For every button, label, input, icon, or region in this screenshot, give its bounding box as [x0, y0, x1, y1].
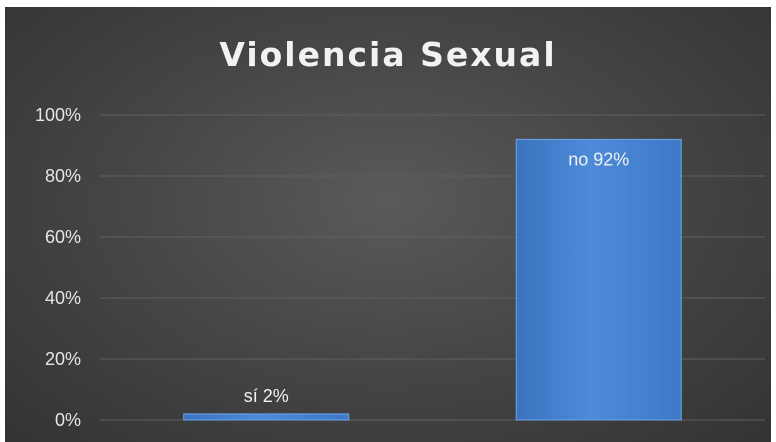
data-label-no: no 92% — [568, 149, 629, 169]
data-label-sí: sí 2% — [244, 386, 289, 406]
y-tick-label: 40% — [45, 288, 81, 308]
y-tick-label: 80% — [45, 166, 81, 186]
y-tick-label: 100% — [35, 105, 81, 125]
y-tick-label: 60% — [45, 227, 81, 247]
bar-sí — [183, 413, 350, 421]
bar-chart: 0% 20% 40% 60% 80% 100% sí 2% no 92% — [35, 105, 765, 430]
y-tick-label: 20% — [45, 349, 81, 369]
chart-frame: Violencia Sexual 0% 20% 40% 60% 80% 100% sí 2… — [5, 7, 771, 442]
chart-title: Violencia Sexual — [219, 35, 557, 74]
y-tick-label: 0% — [55, 410, 81, 430]
bar-no — [515, 138, 682, 421]
